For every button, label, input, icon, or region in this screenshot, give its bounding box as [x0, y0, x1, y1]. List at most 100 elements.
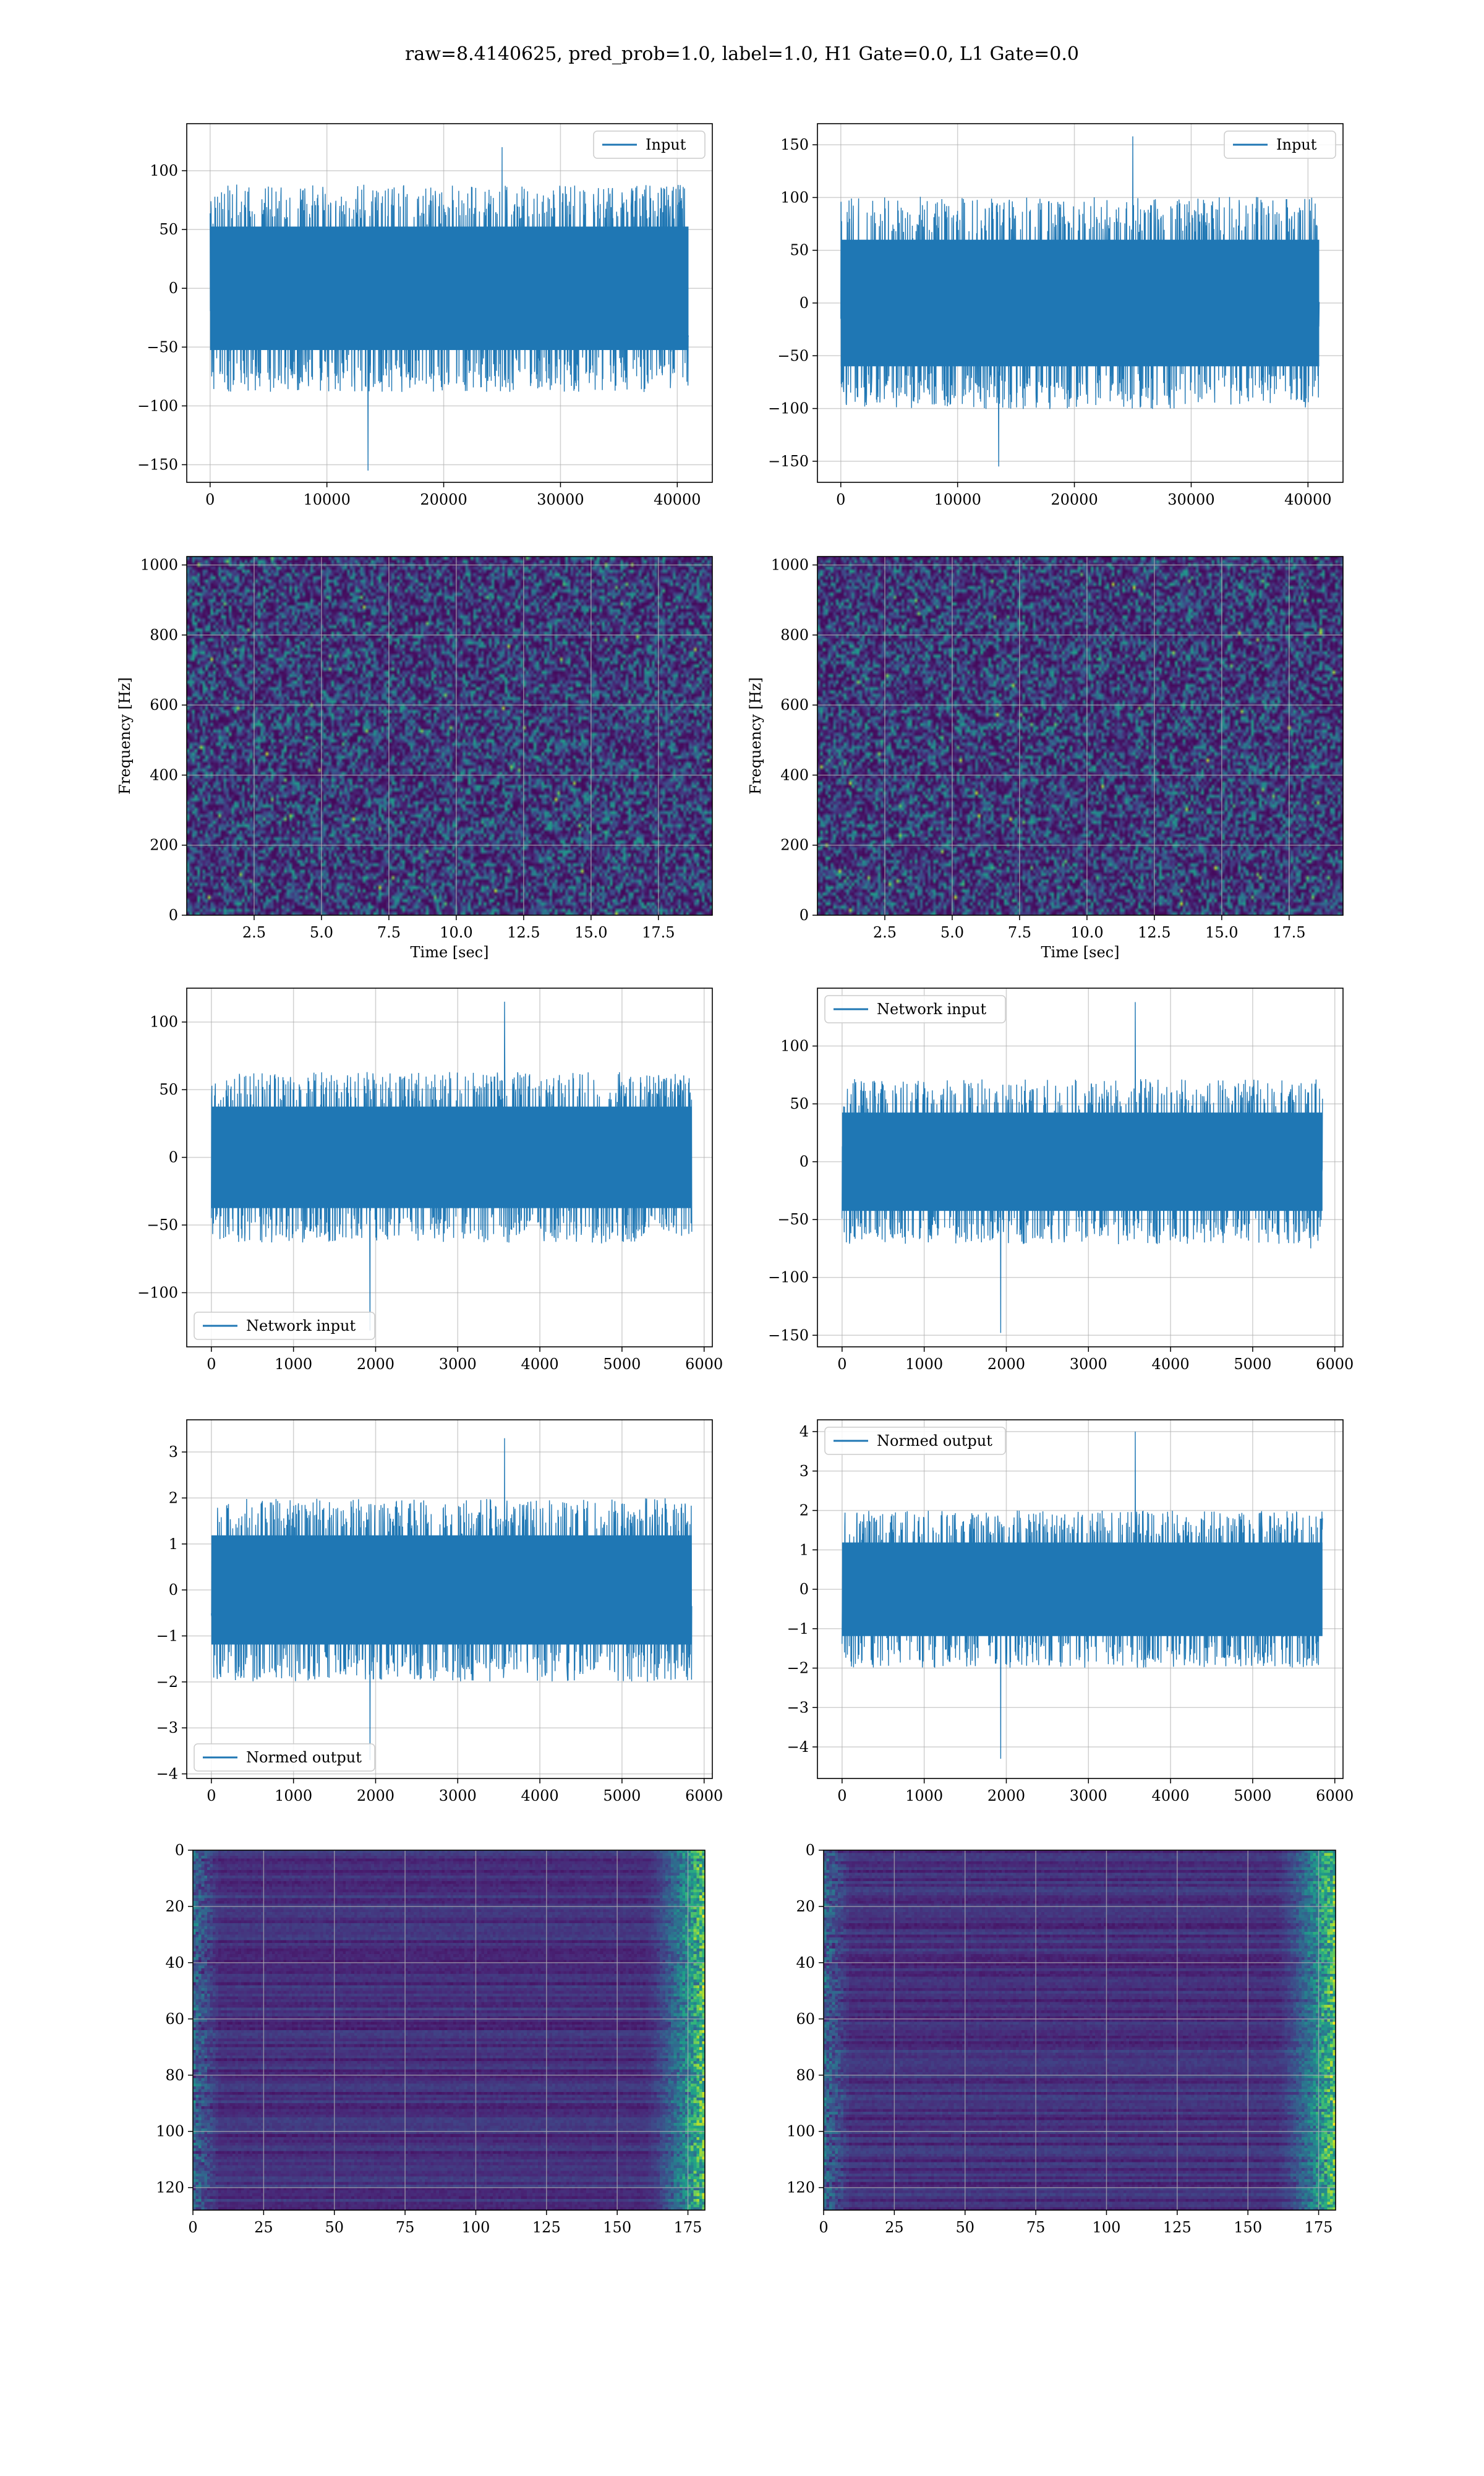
legend-label: Normed output — [877, 1432, 992, 1449]
tick-label-y: −150 — [137, 456, 178, 473]
tick-label-x: 25 — [254, 2219, 273, 2236]
tick-label-x: 2000 — [987, 1355, 1025, 1373]
tick-label-x: 3000 — [1070, 1787, 1107, 1804]
tick-label-y: 200 — [780, 837, 809, 854]
tick-label-y: 80 — [796, 2067, 815, 2084]
tick-label-y: 20 — [796, 1898, 815, 1915]
legend-frame — [1224, 130, 1336, 159]
tick-label-y: −4 — [156, 1765, 178, 1783]
tick-label-x: 2000 — [987, 1787, 1025, 1804]
tick-label-y: −3 — [156, 1719, 178, 1736]
tick-label-y: 1 — [169, 1535, 178, 1553]
tick-label-y: −2 — [787, 1660, 809, 1677]
tick-label-x: 6000 — [685, 1787, 723, 1804]
tick-label-x: 5000 — [1234, 1355, 1271, 1373]
tick-label-x: 10000 — [934, 491, 981, 508]
tick-label-y: 0 — [800, 1153, 809, 1171]
series-core-band — [842, 1112, 1323, 1211]
tick-label-y: 800 — [780, 626, 809, 644]
tick-label-y: 60 — [796, 2010, 815, 2028]
tick-label-x: 20000 — [1051, 491, 1098, 508]
tick-label-x: 75 — [396, 2219, 415, 2236]
series-core-band — [840, 239, 1320, 367]
tick-label-y: −50 — [777, 347, 809, 364]
chart-feat-h1: 0 25 50 75 100 125 150 175 0 20 40 60 80 100 120 — [156, 1842, 706, 2236]
tick-label-y: 80 — [165, 2067, 184, 2084]
tick-label-x: 7.5 — [377, 924, 401, 941]
legend-label: Input — [1276, 136, 1317, 153]
tick-label-y: −3 — [787, 1699, 809, 1716]
tick-label-y: 0 — [800, 1581, 809, 1598]
tick-label-x: 0 — [205, 491, 215, 508]
tick-label-y: 50 — [159, 221, 178, 238]
tick-label-y: 0 — [800, 907, 809, 924]
tick-label-y: −100 — [137, 397, 178, 414]
series-core-band — [211, 1535, 692, 1645]
tick-label-x: 1000 — [275, 1787, 312, 1804]
chart-feat-l1: 0 25 50 75 100 125 150 175 0 20 40 60 80 100 120 — [787, 1842, 1336, 2236]
tick-label-y: 50 — [790, 242, 809, 259]
tick-label-y: 200 — [150, 837, 178, 854]
tick-label-y: 150 — [780, 136, 809, 153]
tick-label-x: 10.0 — [1070, 924, 1103, 941]
chart-norm-l1: Normed output 0 1000 2000 3000 4000 5000 6000 −4… — [787, 1419, 1354, 1804]
axes-frame — [817, 1419, 1344, 1779]
tick-label-y: 0 — [169, 280, 178, 297]
tick-label-x: 5.0 — [940, 924, 964, 941]
tick-label-x: 1000 — [905, 1787, 943, 1804]
tick-label-x: 1000 — [275, 1355, 312, 1373]
legend-label: Network input — [877, 1001, 986, 1018]
legend-label: Normed output — [246, 1749, 362, 1766]
tick-label-x: 0 — [207, 1355, 216, 1373]
tick-label-x: 125 — [1163, 2219, 1192, 2236]
legend: Input — [593, 130, 706, 159]
tick-label-y: 100 — [150, 1014, 178, 1031]
tick-label-y: 2 — [800, 1502, 809, 1519]
legend-frame — [194, 1743, 375, 1772]
axis-label-y: Frequency [Hz] — [747, 677, 764, 795]
legend-frame — [194, 1312, 375, 1340]
tick-label-x: 15.0 — [574, 924, 607, 941]
tick-label-y: 60 — [165, 2010, 184, 2028]
tick-label-x: 2000 — [357, 1355, 394, 1373]
tick-label-y: 400 — [150, 766, 178, 783]
tick-label-x: 10.0 — [440, 924, 472, 941]
chart-input-h1: Input 0 10000 20000 30000 40000 −150 −100 −50 0 50… — [137, 123, 713, 508]
tick-label-y: 120 — [787, 2179, 815, 2196]
tick-label-y: 0 — [169, 907, 178, 924]
heatmap-image — [193, 1850, 705, 2210]
tick-label-x: 30000 — [1167, 491, 1214, 508]
axes-frame — [186, 988, 713, 1347]
tick-label-y: 100 — [787, 2123, 815, 2140]
tick-label-x: 4000 — [1152, 1787, 1190, 1804]
tick-label-x: 0 — [837, 1787, 846, 1804]
tick-label-y: −2 — [156, 1673, 178, 1691]
tick-label-y: −1 — [156, 1627, 178, 1644]
tick-label-x: 17.5 — [642, 924, 675, 941]
tick-label-x: 0 — [188, 2219, 197, 2236]
tick-label-x: 15.0 — [1205, 924, 1238, 941]
tick-label-x: 4000 — [521, 1355, 559, 1373]
tick-label-y: 1 — [800, 1541, 809, 1558]
axis-label-x: Time [sec] — [1041, 944, 1120, 961]
tick-label-x: 2.5 — [873, 924, 897, 941]
tick-label-x: 6000 — [1316, 1355, 1354, 1373]
axes-frame — [823, 1850, 1336, 2211]
tick-label-y: 0 — [175, 1842, 184, 1859]
tick-label-y: −50 — [147, 1216, 178, 1234]
chart-norm-h1: Normed output 0 1000 2000 3000 4000 5000 6000 −4… — [156, 1419, 723, 1804]
tick-label-y: −100 — [768, 1269, 809, 1286]
tick-label-y: 400 — [780, 766, 809, 783]
tick-label-y: −1 — [787, 1620, 809, 1637]
tick-label-x: 4000 — [1152, 1355, 1190, 1373]
chart-spec-h1: 2.5 5.0 7.5 10.0 12.5 15.0 17.5 0 200 400 600 800 10… — [116, 556, 713, 961]
tick-label-y: 800 — [150, 626, 178, 644]
tick-label-x: 0 — [837, 1355, 846, 1373]
tick-label-x: 150 — [603, 2219, 631, 2236]
tick-label-x: 3000 — [439, 1787, 477, 1804]
axes-frame — [186, 1419, 713, 1779]
tick-label-y: 4 — [800, 1423, 809, 1440]
tick-label-x: 125 — [532, 2219, 561, 2236]
